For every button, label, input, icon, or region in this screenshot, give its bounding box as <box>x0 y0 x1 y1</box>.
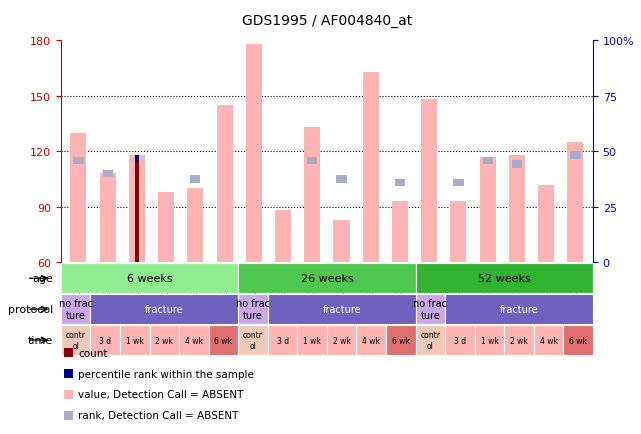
Bar <box>209 326 238 355</box>
Bar <box>135 156 139 163</box>
Bar <box>99 174 116 263</box>
Bar <box>238 295 268 324</box>
Text: 6 weeks: 6 weeks <box>127 274 172 283</box>
Text: 4 wk: 4 wk <box>362 336 380 345</box>
Text: 6 wk: 6 wk <box>569 336 587 345</box>
Text: 1 wk: 1 wk <box>303 336 321 345</box>
Bar <box>246 45 262 263</box>
Text: count: count <box>78 348 108 358</box>
Bar <box>61 326 90 355</box>
Bar <box>504 326 534 355</box>
Text: percentile rank within the sample: percentile rank within the sample <box>78 369 254 378</box>
Text: 3 d: 3 d <box>454 336 466 345</box>
Text: time: time <box>28 335 53 345</box>
Bar <box>563 326 593 355</box>
Bar <box>275 211 291 263</box>
Text: GDS1995 / AF004840_at: GDS1995 / AF004840_at <box>242 14 412 28</box>
Text: fracture: fracture <box>322 305 361 314</box>
Bar <box>179 326 209 355</box>
Text: value, Detection Call = ABSENT: value, Detection Call = ABSENT <box>78 390 244 399</box>
Bar <box>238 326 268 355</box>
Bar <box>158 192 174 263</box>
Text: 2 wk: 2 wk <box>510 336 528 345</box>
Bar <box>567 143 583 263</box>
Bar <box>190 176 201 183</box>
Text: no frac
ture: no frac ture <box>59 299 93 320</box>
Text: fracture: fracture <box>500 305 538 314</box>
Text: no frac
ture: no frac ture <box>236 299 270 320</box>
Text: contr
ol: contr ol <box>65 331 86 350</box>
Bar <box>483 158 493 165</box>
Text: 3 d: 3 d <box>276 336 288 345</box>
Bar <box>451 202 467 263</box>
Text: 1 wk: 1 wk <box>481 336 499 345</box>
Text: protocol: protocol <box>8 305 53 314</box>
Bar <box>268 295 415 324</box>
Bar <box>392 202 408 263</box>
Bar <box>120 326 149 355</box>
Bar <box>297 326 327 355</box>
Bar <box>415 326 445 355</box>
Text: contr
ol: contr ol <box>243 331 263 350</box>
Bar <box>304 128 320 263</box>
Bar <box>512 161 522 168</box>
Bar <box>238 264 415 293</box>
Bar <box>538 185 554 263</box>
Bar <box>386 326 415 355</box>
Bar <box>90 295 238 324</box>
Bar <box>479 158 495 263</box>
Text: 3 d: 3 d <box>99 336 112 345</box>
Bar <box>268 326 297 355</box>
Bar <box>356 326 386 355</box>
Bar <box>570 152 581 159</box>
Bar <box>415 295 445 324</box>
Text: no frac
ture: no frac ture <box>413 299 447 320</box>
Text: rank, Detection Call = ABSENT: rank, Detection Call = ABSENT <box>78 411 238 420</box>
Bar <box>129 156 145 263</box>
Bar <box>453 180 463 187</box>
Text: 52 weeks: 52 weeks <box>478 274 531 283</box>
Bar <box>475 326 504 355</box>
Text: 6 wk: 6 wk <box>392 336 410 345</box>
Bar <box>534 326 563 355</box>
Bar <box>395 180 405 187</box>
Bar <box>415 264 593 293</box>
Bar <box>90 326 120 355</box>
Bar <box>337 176 347 183</box>
Text: 4 wk: 4 wk <box>540 336 558 345</box>
Bar <box>135 156 139 263</box>
Bar <box>73 158 83 165</box>
Bar <box>445 326 475 355</box>
Bar <box>333 220 349 263</box>
Bar <box>71 134 87 263</box>
Bar <box>103 171 113 178</box>
Bar <box>307 158 317 165</box>
Bar <box>61 264 238 293</box>
Text: 26 weeks: 26 weeks <box>301 274 353 283</box>
Bar <box>217 106 233 263</box>
Bar <box>61 295 90 324</box>
Bar <box>421 100 437 263</box>
Text: fracture: fracture <box>145 305 184 314</box>
Bar <box>363 72 379 263</box>
Text: 6 wk: 6 wk <box>215 336 233 345</box>
Bar <box>445 295 593 324</box>
Text: 4 wk: 4 wk <box>185 336 203 345</box>
Text: age: age <box>32 274 53 283</box>
Bar <box>149 326 179 355</box>
Bar <box>327 326 356 355</box>
Bar <box>187 189 203 263</box>
Bar <box>509 156 525 263</box>
Text: 2 wk: 2 wk <box>155 336 173 345</box>
Text: contr
ol: contr ol <box>420 331 440 350</box>
Text: 2 wk: 2 wk <box>333 336 351 345</box>
Text: 1 wk: 1 wk <box>126 336 144 345</box>
